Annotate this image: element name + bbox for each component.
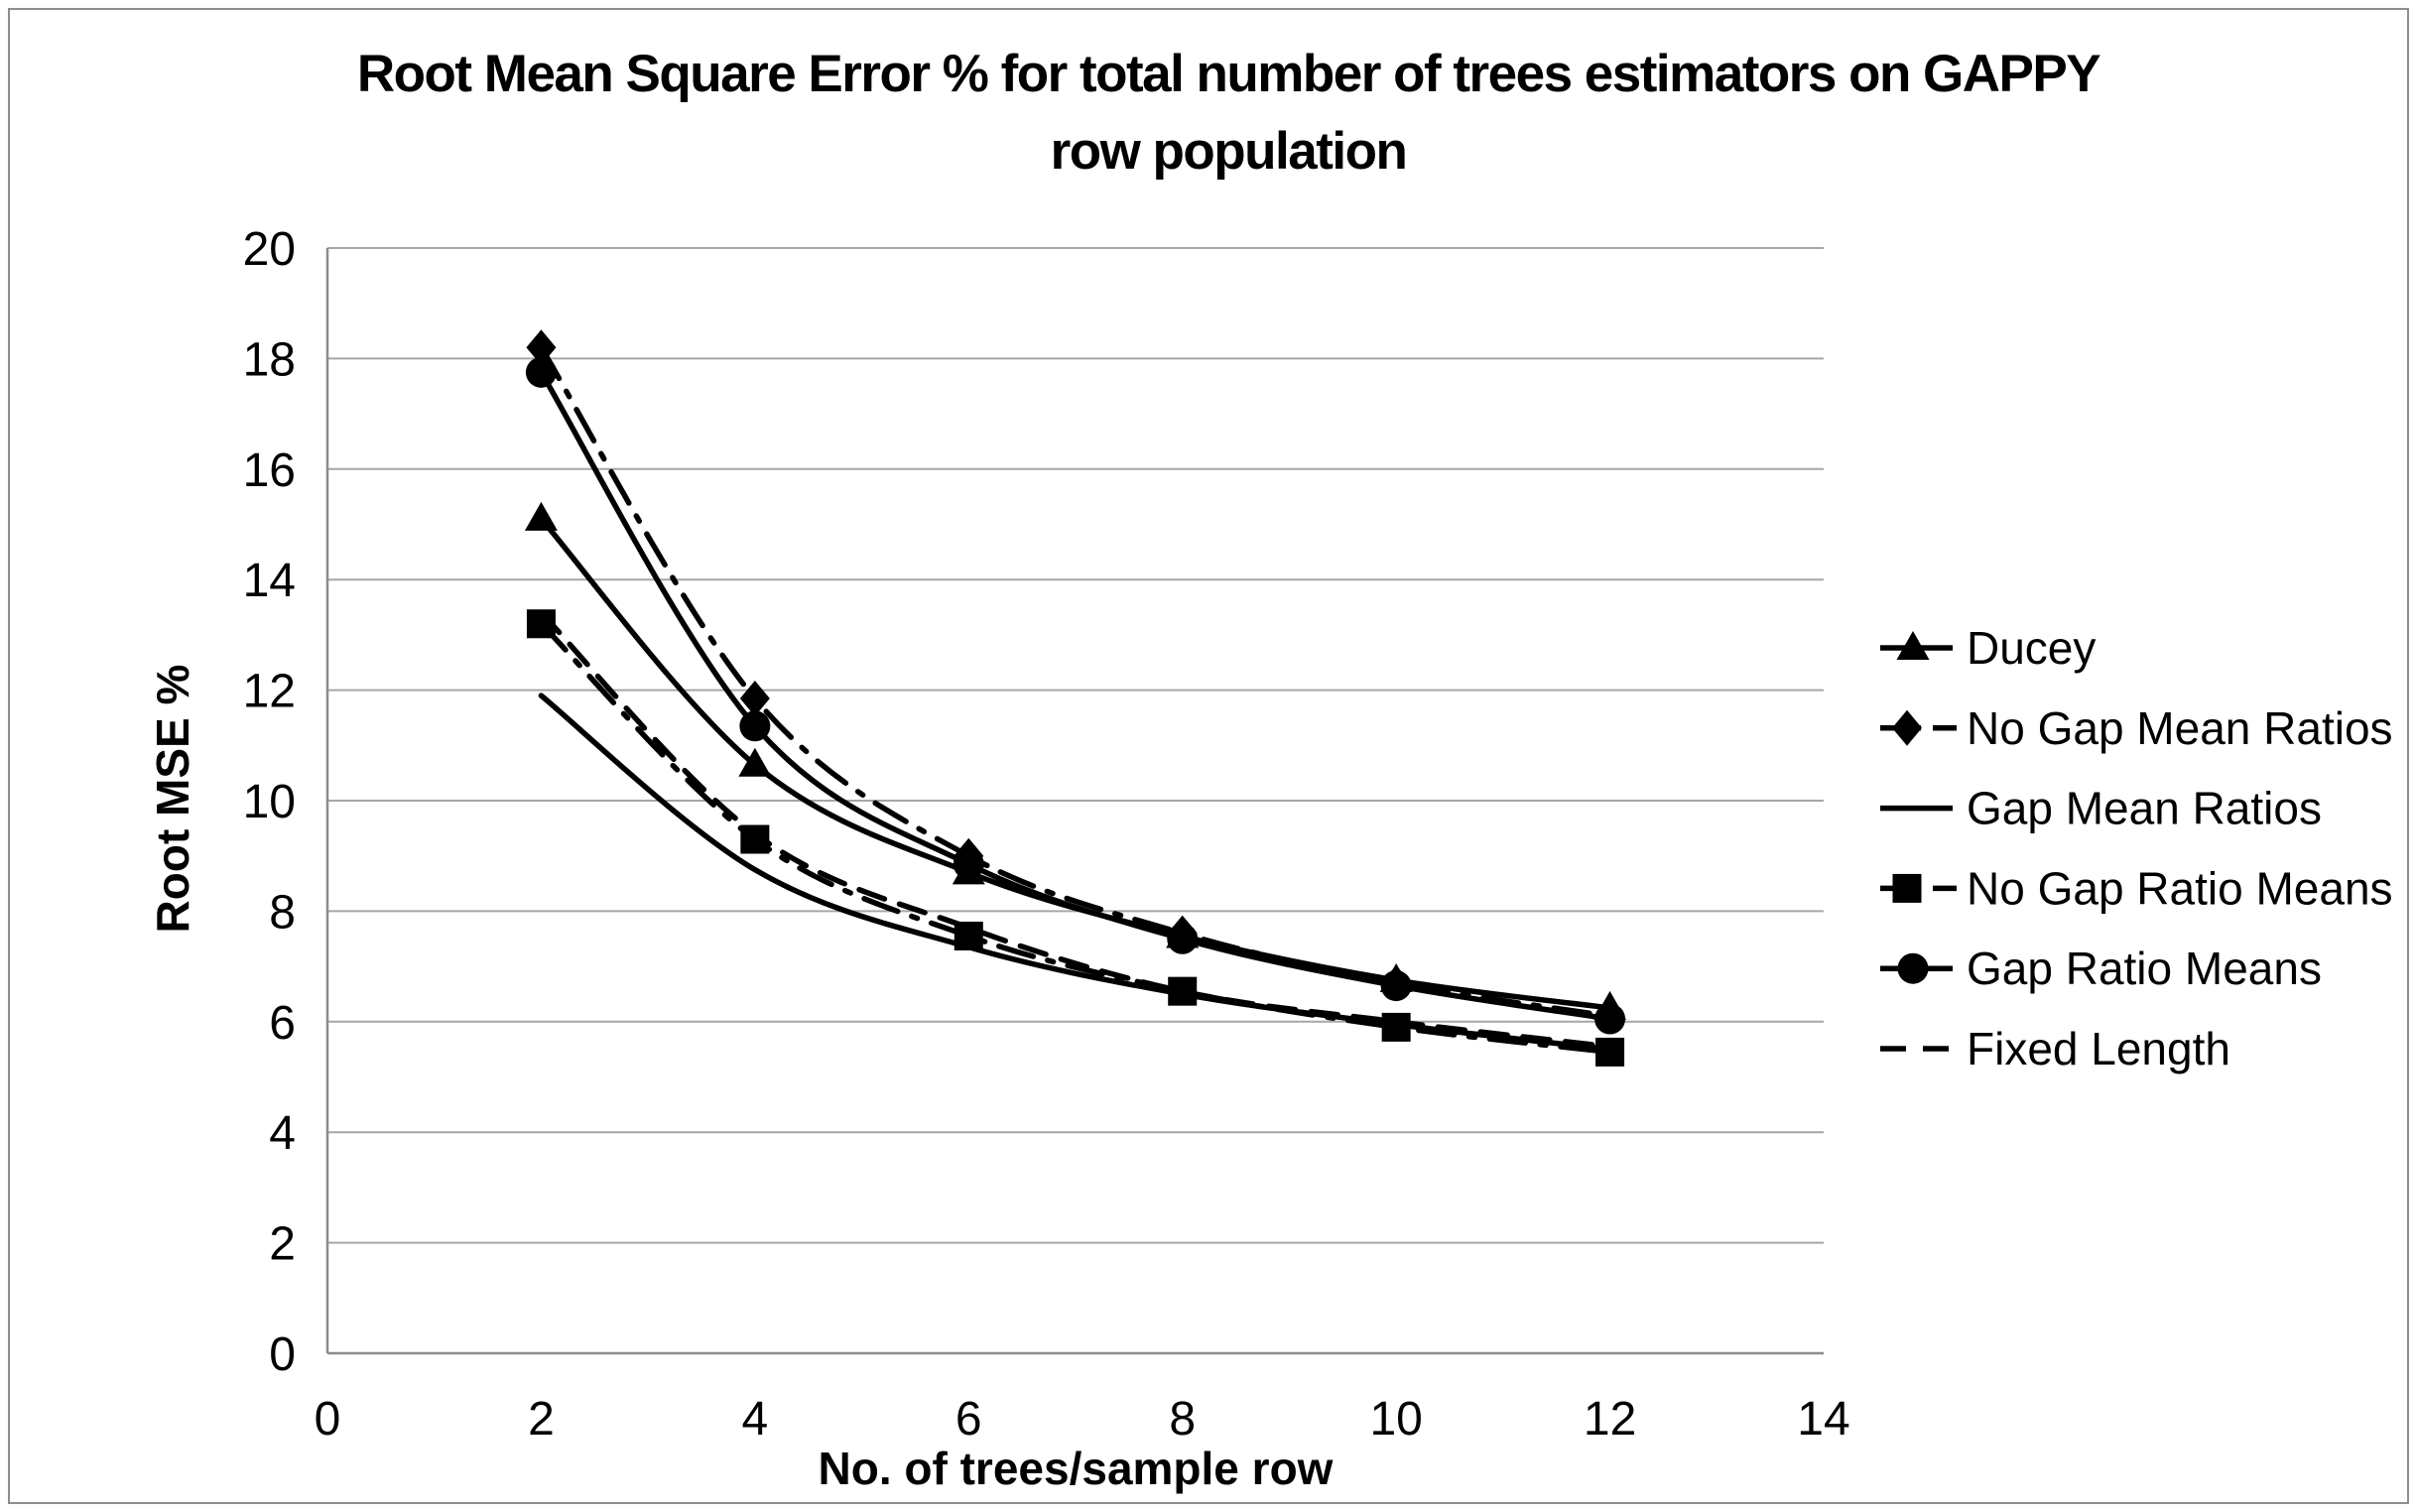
marker-square-no-gap-ratio-means-x8 [1168,976,1198,1006]
legend-marker-gap-ratio-means [1897,952,1929,984]
legend-item-ducey: Ducey [1880,622,2096,674]
x-axis-tick-labels: 0 2 4 6 8 10 12 14 [315,1393,1850,1446]
gridlines [327,247,1824,1244]
series-line-no-gap-mean-ratios [538,344,1613,1019]
x-tick-label-8: 8 [1169,1393,1196,1446]
y-tick-label-0: 0 [269,1328,296,1381]
series-line-ducey [538,516,1613,1011]
legend-item-fixed-length: Fixed Length [1880,1023,2230,1074]
legend-item-no-gap-mean-ratios: No Gap Mean Ratios [1880,702,2393,754]
marker-triangle-ducey-x4 [738,747,772,777]
series-line-gap-mean-ratios [538,693,1613,1053]
legend-label-gap-mean-ratios: Gap Mean Ratios [1967,783,2322,834]
series-line-fixed-length [538,609,1613,1050]
chart-title: Root Mean Square Error % for total numbe… [69,36,2387,190]
axes [325,248,1824,1355]
marker-diamond-no-gap-mean-ratios-x12 [1594,998,1625,1035]
legend-label-gap-ratio-means: Gap Ratio Means [1967,943,2322,994]
legend: Ducey No Gap Mean Ratios Gap Mean Ratios No… [1880,622,2393,1074]
series-line-no-gap-ratio-means [538,621,1613,1056]
marker-diamond-no-gap-mean-ratios-x8 [1167,915,1198,951]
y-tick-label-6: 6 [269,997,296,1050]
y-tick-label-16: 16 [243,444,296,497]
legend-item-gap-ratio-means: Gap Ratio Means [1880,943,2322,994]
legend-label-fixed-length: Fixed Length [1967,1023,2230,1074]
y-tick-label-4: 4 [269,1107,296,1160]
x-tick-label-6: 6 [955,1393,982,1446]
x-tick-label-2: 2 [528,1393,555,1446]
y-tick-label-14: 14 [243,555,296,607]
legend-item-gap-mean-ratios: Gap Mean Ratios [1880,783,2322,834]
x-tick-label-10: 10 [1369,1393,1422,1446]
x-tick-label-14: 14 [1797,1393,1849,1446]
x-tick-label-0: 0 [315,1393,341,1446]
x-tick-label-4: 4 [742,1393,769,1446]
marker-diamond-no-gap-mean-ratios-x4 [739,680,770,716]
marker-diamond-no-gap-mean-ratios-x2 [526,329,557,366]
x-axis-title: No. of trees/sample row [819,1443,1334,1494]
legend-label-no-gap-ratio-means: No Gap Ratio Means [1967,862,2393,914]
marker-square-no-gap-ratio-means-x10 [1381,1012,1411,1042]
marker-square-no-gap-ratio-means-x12 [1595,1037,1625,1067]
marker-circle-gap-ratio-means-x2 [525,356,557,388]
series-markers [524,329,1627,1067]
y-tick-label-20: 20 [243,223,296,276]
marker-square-no-gap-ratio-means-x6 [954,921,983,950]
marker-diamond-no-gap-mean-ratios-x6 [954,837,984,874]
y-tick-label-8: 8 [269,886,296,939]
legend-marker-no-gap-mean-ratios [1892,709,1922,746]
legend-marker-ducey [1896,631,1930,660]
legend-label-no-gap-mean-ratios: No Gap Mean Ratios [1967,702,2393,754]
y-axis-title: Root MSE % [147,665,198,934]
y-tick-label-10: 10 [243,776,296,828]
legend-label-ducey: Ducey [1967,622,2096,674]
legend-item-no-gap-ratio-means: No Gap Ratio Means [1880,862,2393,914]
series-lines [538,344,1613,1056]
chart-title-line2: row population [1050,122,1408,181]
marker-square-no-gap-ratio-means-x4 [740,824,770,854]
y-tick-label-12: 12 [243,666,296,718]
x-tick-label-12: 12 [1584,1393,1636,1446]
chart-title-line1: Root Mean Square Error % for total numbe… [356,45,2101,103]
legend-marker-no-gap-ratio-means [1892,873,1922,903]
marker-circle-gap-ratio-means-x4 [739,710,771,742]
y-tick-label-18: 18 [243,333,296,386]
marker-diamond-no-gap-mean-ratios-x10 [1381,964,1412,1001]
marker-triangle-ducey-x2 [524,501,558,531]
y-axis-tick-labels: 0 2 4 6 8 10 12 14 16 18 20 [243,223,296,1381]
marker-square-no-gap-ratio-means-x2 [526,609,556,639]
y-tick-label-2: 2 [269,1218,296,1271]
